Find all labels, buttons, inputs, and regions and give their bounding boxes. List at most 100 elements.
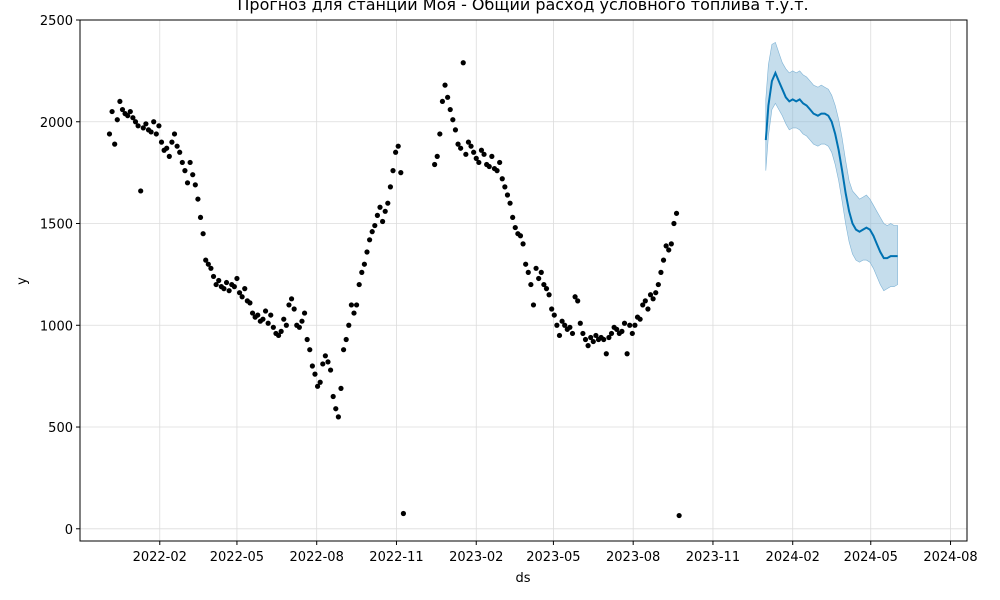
actual-data-point — [504, 192, 511, 198]
actual-data-point — [530, 302, 537, 308]
actual-data-point — [166, 153, 172, 159]
actual-data-point — [200, 231, 206, 237]
actual-data-point — [275, 332, 282, 339]
x-tick-label: 2022-02 — [133, 550, 187, 565]
actual-data-point — [432, 161, 438, 168]
actual-data-point — [221, 286, 227, 292]
actual-data-point — [546, 292, 552, 298]
actual-data-point — [569, 330, 576, 337]
forecast-line — [764, 70, 898, 260]
actual-data-point — [340, 347, 347, 353]
actual-data-point — [364, 249, 370, 255]
actual-data-point — [494, 168, 500, 174]
actual-data-point — [673, 210, 680, 216]
actual-data-point — [301, 310, 308, 316]
actual-data-point — [463, 151, 469, 157]
actual-data-point — [499, 176, 505, 182]
y-axis-ticks: 0 500 1000 1500 2000 2500 — [40, 14, 80, 538]
actual-data-point — [234, 275, 240, 282]
actual-data-point — [434, 153, 440, 159]
actual-data-point — [231, 284, 237, 290]
actual-data-point — [130, 115, 136, 121]
actual-data-point — [507, 200, 513, 206]
actual-data-point — [442, 82, 448, 88]
actual-data-point — [112, 141, 118, 147]
actual-data-point — [322, 353, 328, 359]
actual-data-point — [184, 180, 191, 186]
actual-data-point — [369, 229, 375, 235]
plot-frame — [79, 19, 968, 542]
actual-data-point — [658, 269, 664, 275]
actual-data-point — [608, 330, 615, 337]
actual-data-point — [551, 312, 557, 318]
actual-data-point — [621, 320, 628, 326]
actual-data-point — [478, 147, 485, 153]
actual-data-point — [192, 182, 198, 188]
actual-data-point — [190, 172, 196, 178]
x-tick-label: 2022-05 — [210, 550, 264, 565]
actual-points — [106, 60, 682, 519]
actual-data-point — [447, 106, 453, 113]
actual-data-point — [606, 334, 612, 341]
y-tick-label: 2000 — [40, 116, 73, 131]
actual-data-point — [197, 214, 204, 221]
actual-data-point — [151, 119, 157, 125]
actual-data-point — [502, 184, 508, 190]
actual-data-point — [317, 379, 323, 385]
actual-data-point — [452, 127, 459, 133]
actual-data-point — [270, 324, 276, 330]
actual-data-point — [393, 149, 399, 155]
actual-data-point — [314, 383, 321, 389]
actual-data-point — [327, 367, 334, 373]
actual-data-point — [343, 336, 349, 343]
actual-data-point — [468, 143, 474, 149]
actual-data-point — [619, 328, 625, 334]
actual-data-point — [650, 296, 656, 302]
x-tick-label: 2023-11 — [686, 550, 740, 565]
x-tick-label: 2023-05 — [526, 550, 580, 565]
actual-data-point — [195, 196, 201, 202]
actual-data-point — [249, 310, 256, 316]
actual-data-point — [476, 159, 482, 166]
actual-data-point — [629, 330, 635, 337]
y-tick-label: 1500 — [40, 218, 73, 233]
actual-data-point — [182, 168, 188, 174]
actual-data-point — [156, 123, 162, 129]
actual-data-point — [645, 306, 651, 312]
actual-data-point — [497, 159, 503, 166]
actual-data-point — [304, 336, 310, 343]
actual-data-point — [247, 300, 253, 306]
actual-data-point — [348, 302, 354, 308]
actual-data-point — [632, 322, 638, 328]
actual-data-point — [265, 320, 271, 326]
actual-data-point — [614, 326, 620, 332]
actual-data-point — [307, 347, 313, 353]
actual-data-point — [351, 310, 357, 316]
actual-data-point — [554, 322, 560, 328]
actual-data-point — [216, 277, 222, 284]
actual-data-point — [486, 163, 492, 170]
actual-data-point — [536, 275, 542, 282]
actual-data-point — [164, 145, 170, 151]
actual-data-point — [642, 298, 648, 304]
actual-data-point — [205, 261, 211, 267]
actual-data-point — [158, 139, 165, 145]
actual-data-point — [119, 106, 126, 113]
x-tick-label: 2022-11 — [369, 550, 423, 565]
y-axis-label: y — [15, 277, 30, 285]
actual-data-point — [114, 117, 120, 123]
actual-data-point — [353, 302, 360, 308]
y-tick-label: 0 — [65, 523, 73, 538]
actual-data-point — [278, 328, 284, 334]
actual-data-point — [153, 131, 159, 137]
uncertainty-interval — [765, 41, 898, 292]
actual-data-point — [135, 123, 141, 129]
actual-data-point — [663, 243, 669, 249]
actual-data-point — [385, 200, 391, 206]
actual-data-point — [236, 290, 243, 296]
actual-data-point — [382, 208, 388, 214]
actual-data-point — [171, 131, 178, 137]
actual-data-point — [660, 257, 667, 263]
actual-data-point — [577, 320, 583, 326]
